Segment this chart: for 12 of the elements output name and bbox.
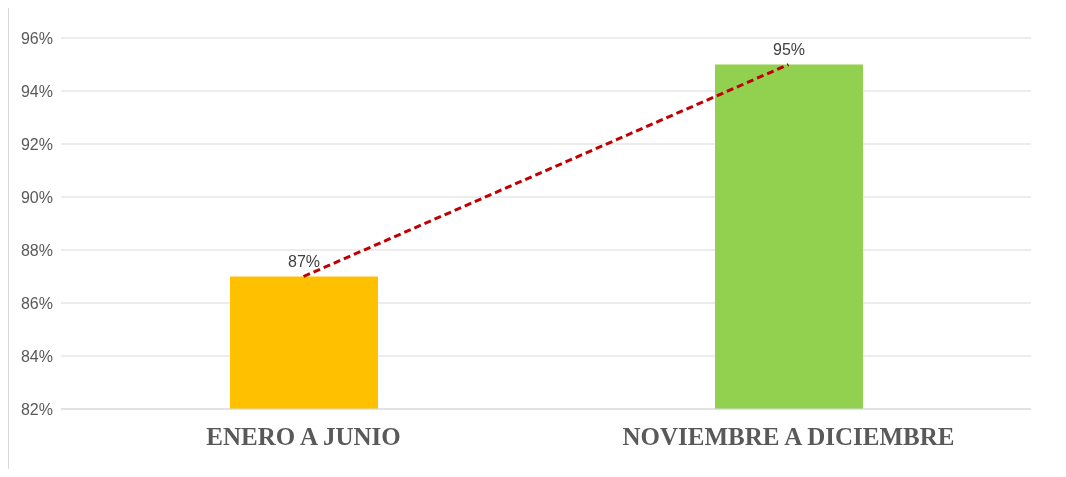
y-tick-label: 86% xyxy=(20,294,53,312)
y-tick-label: 90% xyxy=(20,188,53,206)
x-tick-label: ENERO A JUNIO xyxy=(206,422,401,450)
data-label: 95% xyxy=(772,40,806,58)
y-tick-label: 88% xyxy=(20,241,53,259)
y-tick-label: 94% xyxy=(20,82,53,100)
x-tick-label: NOVIEMBRE A DICIEMBRE xyxy=(622,422,955,450)
data-label: 87% xyxy=(287,252,321,270)
y-tick-label: 84% xyxy=(20,347,53,365)
y-tick-label: 82% xyxy=(20,400,53,418)
y-tick-label: 92% xyxy=(20,135,53,153)
y-tick-label: 96% xyxy=(20,29,53,47)
